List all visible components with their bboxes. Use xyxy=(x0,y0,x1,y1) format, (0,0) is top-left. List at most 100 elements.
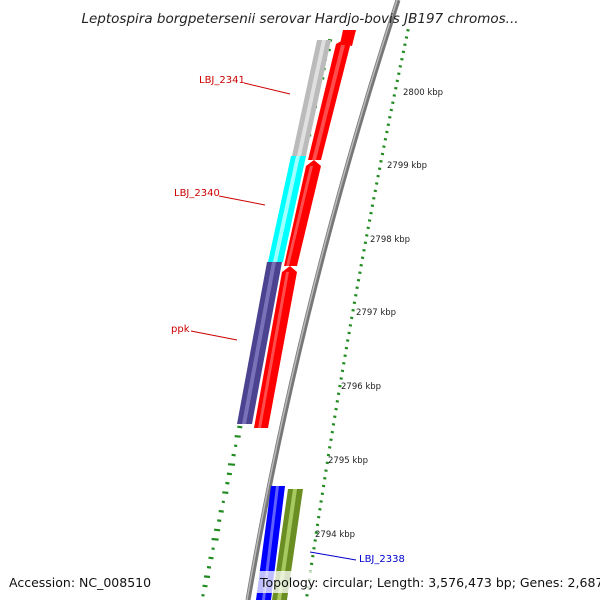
gc-inner-dash xyxy=(221,500,226,504)
gc-outer-dash xyxy=(349,316,354,320)
gene-LBJ_2340-highlight xyxy=(273,156,300,262)
gc-outer-dash xyxy=(404,36,409,39)
gc-outer-dash xyxy=(397,72,401,76)
gc-inner-dash xyxy=(226,472,233,476)
gc-outer-dash xyxy=(358,271,362,275)
gc-outer-dash xyxy=(394,86,398,90)
gc-outer-dash xyxy=(327,446,332,449)
gc-outer-dash xyxy=(343,354,347,358)
scale-label-2794: 2794 kbp xyxy=(315,530,355,540)
gc-outer-dash xyxy=(376,174,380,178)
gc-outer-dash xyxy=(329,438,333,442)
gc-outer-dash xyxy=(356,278,361,282)
cog-highlight-3 xyxy=(258,272,289,428)
gc-outer-dash xyxy=(389,108,394,112)
gc-inner-dash xyxy=(234,435,241,438)
scale-label-2796: 2796 kbp xyxy=(341,382,381,392)
gc-outer-dash xyxy=(335,400,340,403)
map-title: Leptospira borgpetersenii serovar Hardjo… xyxy=(81,11,518,27)
footer-accession-bg xyxy=(5,571,149,593)
scale-label-2797: 2797 kbp xyxy=(356,308,396,318)
gc-outer-dash xyxy=(326,453,331,457)
scale-label-2800: 2800 kbp xyxy=(403,88,443,98)
scale-labels: 2800 kbp 2799 kbp 2798 kbp 2797 kbp 2796… xyxy=(315,88,443,540)
gc-outer-dash xyxy=(340,369,345,373)
gc-outer-dash xyxy=(338,384,342,388)
gc-outer-dash xyxy=(392,94,397,97)
gc-outer-dash xyxy=(315,523,320,527)
gc-inner-dash xyxy=(208,556,214,560)
gc-inner-dash xyxy=(231,453,236,457)
gc-inner-dash xyxy=(213,528,221,532)
gene-labels: LBJ_2341 LBJ_2340 ppk LBJ_2338 xyxy=(171,75,405,565)
gc-outer-dash xyxy=(314,531,319,535)
gc-outer-dash xyxy=(331,423,336,426)
gc-outer-dash xyxy=(348,324,353,327)
gc-outer-dash xyxy=(400,57,404,61)
gc-inner-dash xyxy=(217,519,222,522)
gc-outer-dash xyxy=(382,145,386,148)
gc-inner-dash xyxy=(211,537,219,541)
footer-topology-bg xyxy=(256,571,594,593)
gc-outer-dash xyxy=(320,492,325,496)
gc-outer-dash xyxy=(345,339,350,342)
gc-outer-dash xyxy=(344,346,349,350)
gene-ppk-highlight xyxy=(242,262,276,424)
gc-outer-dash xyxy=(363,241,368,245)
gc-outer-dash xyxy=(388,115,392,119)
gc-outer-dash xyxy=(401,50,406,54)
gc-outer-dash xyxy=(313,539,317,542)
gc-outer-dash xyxy=(354,293,358,297)
cog-track xyxy=(254,30,356,428)
footer-accession: Accession: NC_008510 xyxy=(9,575,151,590)
gc-outer-dash xyxy=(391,101,395,105)
gc-outer-dash xyxy=(403,43,407,47)
leader-LBJ_2340 xyxy=(218,195,266,206)
gc-outer-dash xyxy=(366,226,370,230)
gc-outer-dash xyxy=(355,286,359,290)
scale-label-2798: 2798 kbp xyxy=(370,235,410,245)
gc-inner-dash xyxy=(222,491,229,494)
gc-inner-dash xyxy=(202,584,208,588)
gc-outer-dash xyxy=(367,219,372,222)
gc-inner-dash xyxy=(233,444,238,448)
gc-outer-dash xyxy=(374,182,379,185)
gc-outer-dash xyxy=(311,554,315,558)
gc-outer-dash xyxy=(352,301,357,305)
gc-outer-dash xyxy=(369,211,373,215)
gc-inner-dash xyxy=(218,509,224,513)
gc-outer-dash xyxy=(359,263,363,267)
gc-outer-dash xyxy=(385,130,389,134)
gc-outer-dash xyxy=(373,189,378,193)
gc-outer-dash xyxy=(319,500,323,503)
gc-outer-dash xyxy=(379,159,383,163)
gc-outer-dash xyxy=(360,256,365,260)
gc-inner-dash xyxy=(206,565,212,569)
leader-ppk xyxy=(190,330,238,341)
gc-inner-dash xyxy=(225,481,230,485)
gc-outer-dash xyxy=(377,167,382,171)
gc-outer-dash xyxy=(321,484,326,488)
scale-label-2795: 2795 kbp xyxy=(328,456,368,466)
gc-outer-dash xyxy=(370,204,375,208)
gene-label-LBJ_2340: LBJ_2340 xyxy=(174,188,220,199)
gc-inner-dash xyxy=(201,593,205,597)
gc-outer-dash xyxy=(342,361,346,365)
gc-outer-dash xyxy=(362,248,366,252)
gc-outer-dash xyxy=(383,137,388,141)
gc-outer-dash xyxy=(351,308,355,312)
gc-outer-dash xyxy=(347,331,351,335)
leader-LBJ_2341 xyxy=(243,82,291,95)
gc-outer-dash xyxy=(372,196,376,200)
cog-highlight-1 xyxy=(312,45,345,160)
gc-outer-dash xyxy=(330,430,335,434)
gene-LBJ_2341-highlight xyxy=(297,40,326,156)
gc-outer-dash xyxy=(386,123,391,127)
gc-outer-dash xyxy=(333,415,337,419)
gc-outer-dash xyxy=(305,593,309,597)
gc-outer-dash xyxy=(325,461,330,465)
gc-outer-dash xyxy=(380,152,385,156)
gc-outer-dash xyxy=(339,377,343,380)
gc-outer-dash xyxy=(318,507,322,511)
